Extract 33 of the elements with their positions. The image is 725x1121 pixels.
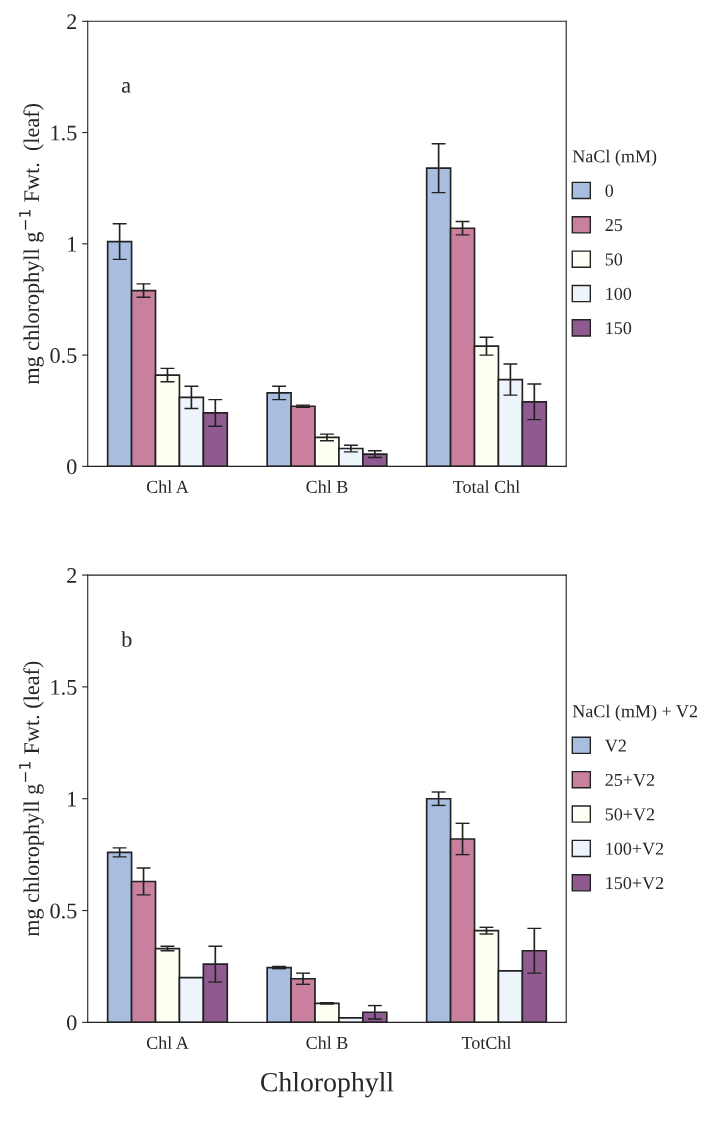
y-tick-label: 2: [67, 568, 77, 583]
x-tick-label: Chl B: [306, 1036, 348, 1049]
legend-label: V2: [604, 739, 626, 752]
y-tick-label: 0: [67, 1015, 77, 1031]
y-tick-label: 1: [68, 791, 76, 807]
legend-label: 50: [605, 253, 623, 266]
legend-title: NaCl (mM): [572, 149, 657, 167]
legend-label: 100+V2: [606, 842, 664, 855]
x-tick-label: Chl A: [146, 1036, 189, 1049]
legend-label: 50+V2: [605, 808, 655, 821]
y-tick-label: 0.5: [50, 348, 77, 364]
y-tick-label: 1.5: [51, 679, 77, 695]
annotation: a: [122, 82, 131, 93]
legend-label: 150: [606, 322, 632, 335]
legend-label: 100: [606, 287, 632, 300]
legend-label: 0: [605, 184, 614, 197]
x-tick-label: Total Chl: [453, 480, 520, 493]
legend-title: NaCl (mM) + V2: [572, 704, 697, 721]
y-axis-title: mg chlorophyll g$^{−1}$ Fwt. (leaf): [19, 661, 44, 937]
x-axis-title: Chlorophyll: [260, 1072, 394, 1098]
y-tick-label: 0: [67, 459, 77, 475]
x-tick-label: Chl B: [306, 480, 348, 493]
x-tick-label: TotChl: [461, 1036, 512, 1049]
y-tick-label: 2: [67, 14, 77, 30]
legend-label: 25+V2: [605, 773, 655, 787]
y-tick-label: 1.5: [51, 125, 77, 141]
y-axis-title: mg chlorophyll g$^{−1}$ Fwt. (leaf): [19, 103, 44, 385]
y-tick-label: 1: [68, 236, 76, 252]
legend-label: 150+V2: [606, 876, 664, 890]
legend-label: 25: [605, 219, 623, 232]
x-tick-label: Chl A: [146, 480, 189, 493]
annotation: b: [121, 631, 132, 647]
y-tick-label: 0.5: [50, 903, 77, 919]
